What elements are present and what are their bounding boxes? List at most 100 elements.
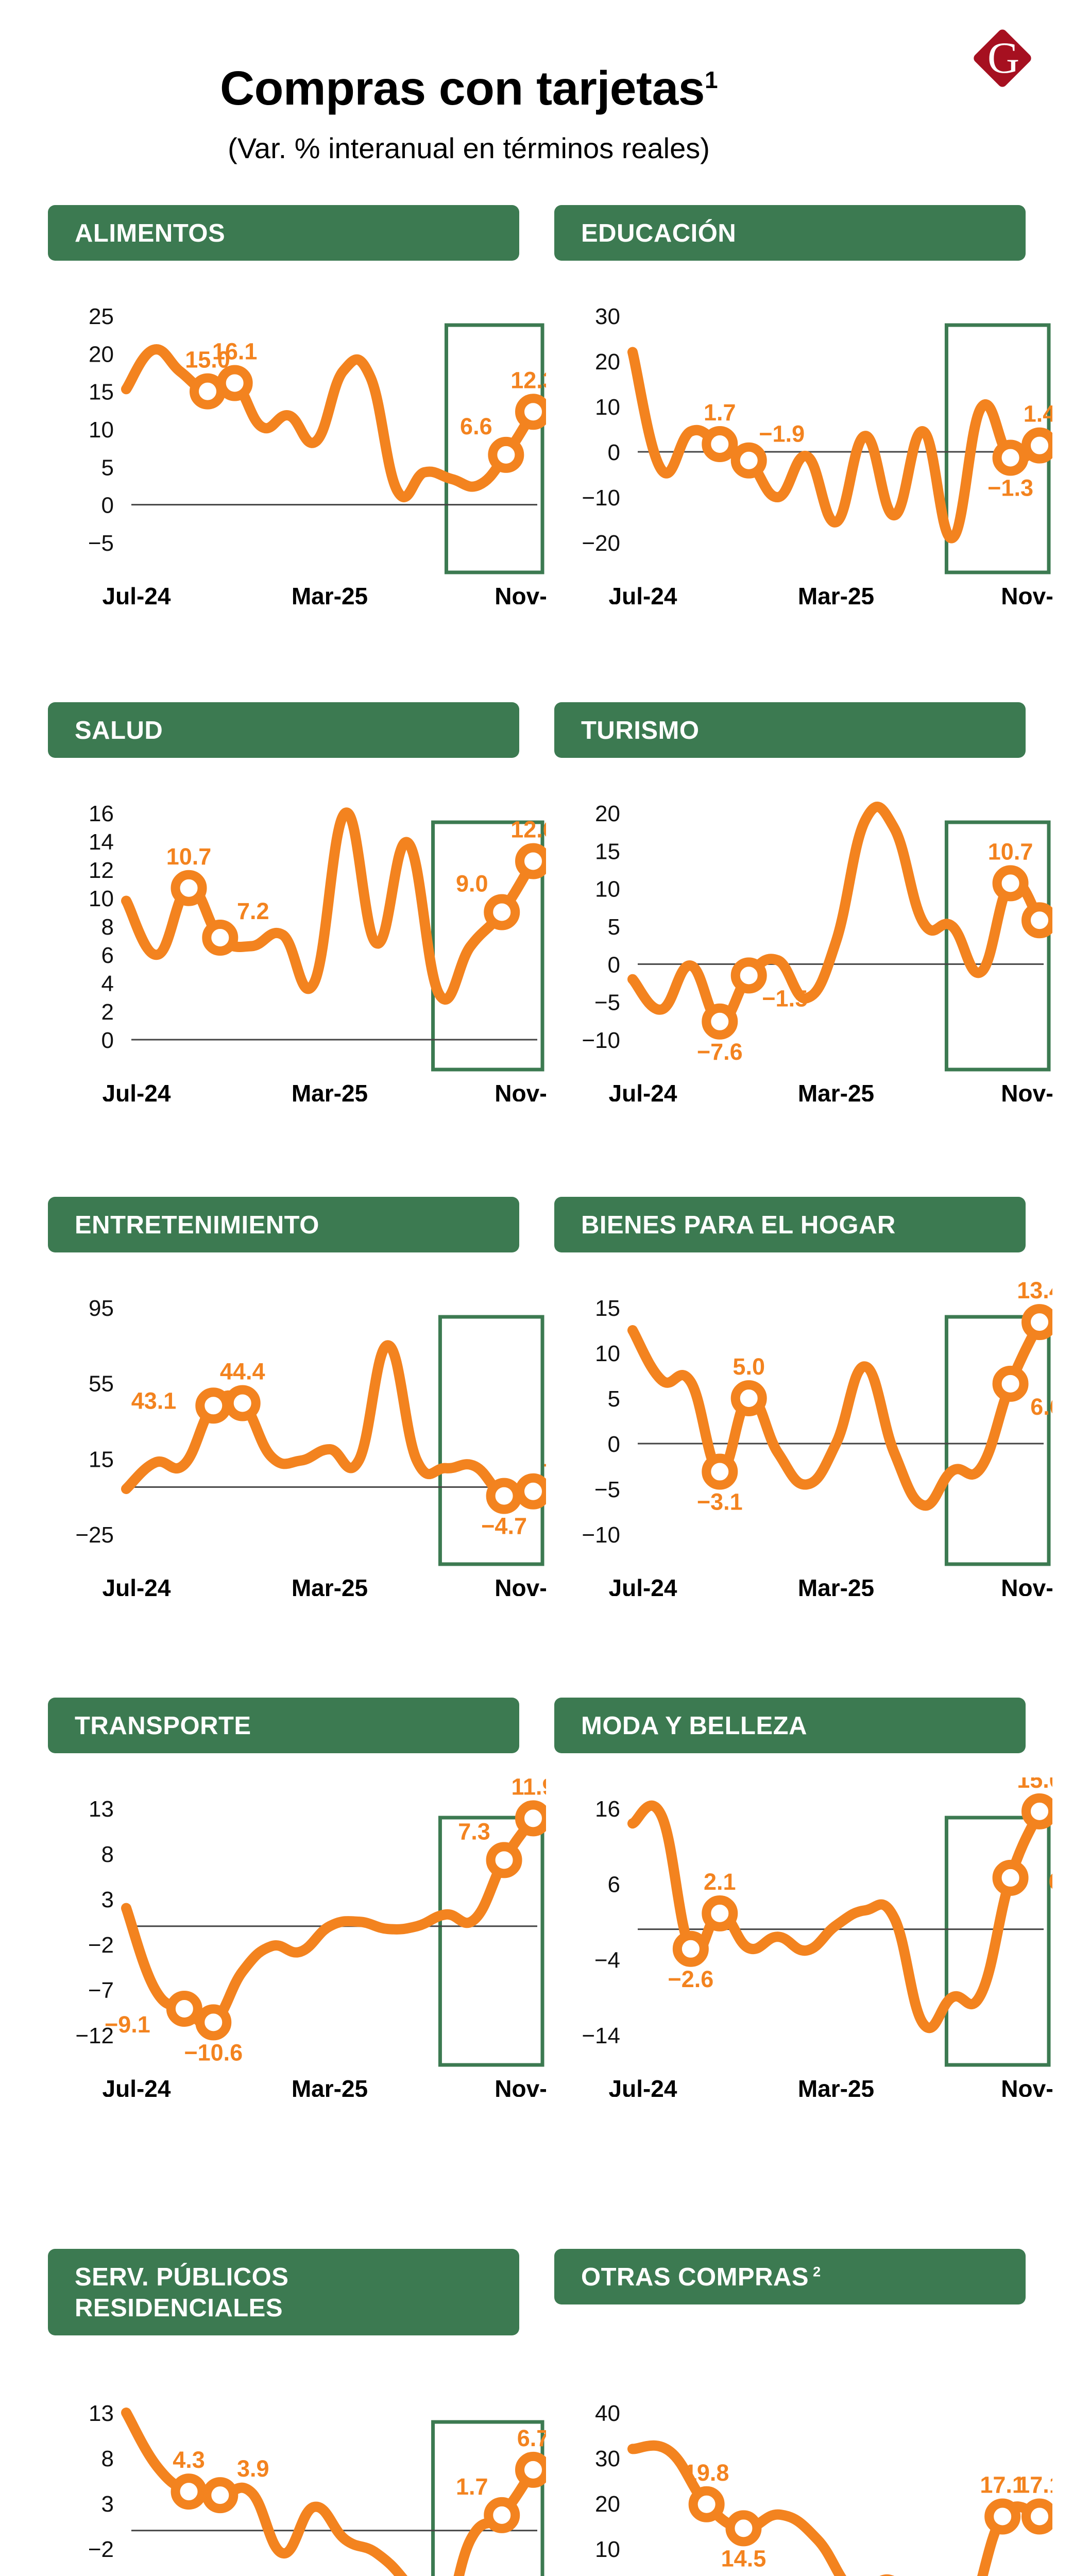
y-axis-tick: 55 xyxy=(89,1371,114,1397)
x-axis-tick: Nov-25 xyxy=(1001,1574,1052,1596)
x-axis-tick: Nov-25 xyxy=(1001,2075,1052,2097)
chart-title-bienes-hogar: BIENES PARA EL HOGAR xyxy=(581,1211,896,1239)
y-axis-tick: 15 xyxy=(89,1447,114,1472)
data-point-marker xyxy=(166,1990,202,2027)
chart-title-entretenimiento: ENTRETENIMIENTO xyxy=(75,1211,319,1239)
y-axis-tick: 20 xyxy=(595,2492,620,2517)
y-axis-tick: 20 xyxy=(89,342,114,367)
x-axis-tick: Jul-24 xyxy=(609,2075,677,2097)
x-axis-tick: Mar-25 xyxy=(292,1080,368,1101)
x-axis-tick: Nov-25 xyxy=(1001,1080,1052,1101)
data-point-marker xyxy=(992,1859,1029,1896)
infographic-header: Compras con tarjetas1 (Var. % interanual… xyxy=(0,0,1073,196)
page-title-superscript: 1 xyxy=(704,66,718,93)
y-axis-tick: 20 xyxy=(595,801,620,826)
data-point-marker xyxy=(515,1800,546,1837)
series-line xyxy=(627,1800,1045,2033)
data-point-label: 17.1 xyxy=(1017,2472,1052,2498)
x-axis-tick: Nov-25 xyxy=(495,583,546,604)
data-point-marker xyxy=(484,894,520,930)
data-point-marker xyxy=(702,426,738,463)
data-point-label: 6.8 xyxy=(1049,1868,1052,1894)
chart-plot-moda-belleza: 16 6 −4 −14 −2.6 2.1 6.8 15.6 Jul-24 Mar-25 Nov-25 xyxy=(537,1777,1052,2097)
y-axis-tick: 10 xyxy=(89,886,114,911)
y-axis-tick: 0 xyxy=(101,493,114,518)
data-point-label: 12.6 xyxy=(510,817,546,843)
chart-title-superscript: 2 xyxy=(809,2264,821,2280)
y-axis-tick: 8 xyxy=(101,1842,114,1867)
data-point-label: −9.1 xyxy=(105,2011,150,2038)
y-axis-tick: 10 xyxy=(595,395,620,420)
chart-plot-educacion: 30 20 10 0 −10 −20 1.7 −1.9 −1.3 1.4 Jul-24 Mar-25 N… xyxy=(537,285,1052,604)
data-point-marker xyxy=(484,2497,520,2533)
data-point-marker xyxy=(984,2498,1021,2535)
y-axis-tick: 10 xyxy=(595,1341,620,1366)
data-point-marker xyxy=(730,957,767,994)
data-point-label: 3.9 xyxy=(237,2455,269,2482)
y-axis-tick: −12 xyxy=(75,2023,114,2048)
chart-plot-entretenimiento: 95 55 15 −25 43.1 44.4 −4.7 −2.3 Jul-24 Mar-25 Nov… xyxy=(31,1277,546,1596)
data-point-label: 19.8 xyxy=(684,2460,729,2486)
data-point-marker xyxy=(1021,902,1052,939)
y-axis-tick: 3 xyxy=(101,1887,114,1912)
data-point-label: 11.9 xyxy=(511,1777,546,1800)
y-axis-tick: 5 xyxy=(608,914,620,940)
data-point-label: 14.5 xyxy=(721,2545,767,2571)
series-line xyxy=(121,807,538,1005)
y-axis-tick: −2 xyxy=(88,1933,114,1958)
x-axis-tick: Jul-24 xyxy=(609,583,677,604)
highlight-box xyxy=(431,2420,544,2576)
data-point-label: 1.7 xyxy=(704,399,736,426)
chart-header-serv-publicos: SERV. PÚBLICOS RESIDENCIALES xyxy=(48,2249,519,2335)
y-axis-tick: 16 xyxy=(89,801,114,826)
highlight-box xyxy=(944,1816,1051,2067)
y-axis-tick: −10 xyxy=(582,485,620,511)
data-point-marker xyxy=(216,365,253,401)
data-point-marker xyxy=(702,1895,738,1931)
data-point-label: 9.0 xyxy=(456,871,488,897)
x-axis-tick: Nov-25 xyxy=(495,1080,546,1101)
data-point-label: 2.1 xyxy=(704,1869,736,1895)
data-point-marker xyxy=(702,1003,738,1040)
page-title: Compras con tarjetas1 xyxy=(0,61,938,116)
chart-plot-serv-publicos: 1383−2−7−124.33.91.76.7Jul-24Mar-25Nov-2… xyxy=(31,2382,546,2576)
y-axis-tick: −5 xyxy=(88,531,114,556)
chart-plot-otras-compras: 403020100−1019.814.517.117.1Jul-24Mar-25… xyxy=(537,2382,1052,2576)
x-axis-tick: Nov-25 xyxy=(1001,583,1052,604)
data-point-label: −2.6 xyxy=(668,1966,713,1992)
chart-header-educacion: EDUCACIÓN xyxy=(554,205,1026,261)
data-point-label: 4.3 xyxy=(173,2447,205,2473)
chart-title-turismo: TURISMO xyxy=(581,717,700,744)
chart-header-salud: SALUD xyxy=(48,702,519,758)
data-point-label: −1.3 xyxy=(987,474,1033,501)
data-point-marker xyxy=(515,1473,546,1510)
x-axis-tick: Mar-25 xyxy=(798,2075,874,2097)
data-point-label: −1.5 xyxy=(762,985,808,1011)
data-point-label: −4.7 xyxy=(481,1513,527,1539)
y-axis-tick: 15 xyxy=(595,839,620,864)
data-point-marker xyxy=(224,1385,261,1421)
x-axis-tick: Jul-24 xyxy=(103,2075,171,2097)
chart-header-alimentos: ALIMENTOS xyxy=(48,205,519,261)
series-line xyxy=(627,347,1045,544)
x-axis-tick: Nov-25 xyxy=(495,2075,546,2097)
data-point-marker xyxy=(992,865,1029,902)
x-axis-tick: Mar-25 xyxy=(798,1080,874,1101)
data-point-label: 5.0 xyxy=(733,1353,765,1380)
y-axis-tick: 4 xyxy=(101,971,114,996)
data-point-marker xyxy=(195,2004,232,2041)
chart-header-entretenimiento: ENTRETENIMIENTO xyxy=(48,1197,519,1252)
highlight-box xyxy=(444,323,544,574)
y-axis-tick: −2 xyxy=(88,2537,114,2562)
x-axis-tick: Jul-24 xyxy=(103,583,171,604)
y-axis-tick: 15 xyxy=(89,380,114,405)
y-axis-tick: 0 xyxy=(608,952,620,977)
y-axis-tick: 30 xyxy=(595,304,620,329)
data-point-marker xyxy=(1021,1304,1052,1341)
data-point-marker xyxy=(725,2510,762,2547)
data-point-label: −10.6 xyxy=(184,2039,243,2065)
chart-plot-salud: 16 14 12 10 8 6 4 2 0 10.7 7.2 9.0 12.6 Jul-24 Mar-25 N… xyxy=(31,782,546,1101)
chart-plot-alimentos: 25 20 15 10 5 0 −5 15.016.1 6.6 12.3 Jul-24 Mar-25 N… xyxy=(31,285,546,604)
highlight-box xyxy=(944,1315,1051,1566)
data-point-marker xyxy=(488,436,524,473)
